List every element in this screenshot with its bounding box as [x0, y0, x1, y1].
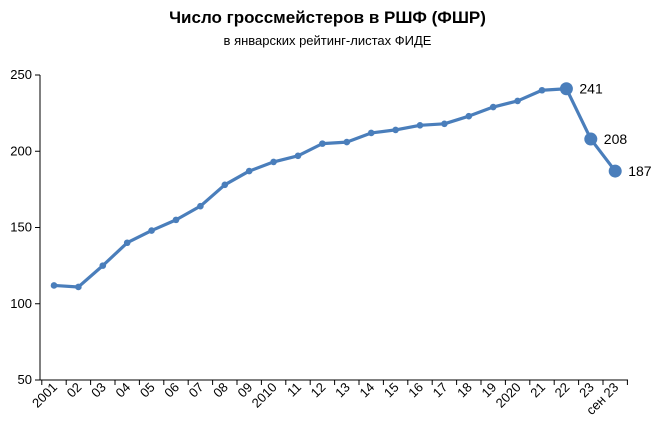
data-point — [367, 129, 375, 137]
x-tick-label: 22 — [552, 380, 573, 401]
x-tick-label: 12 — [308, 380, 329, 401]
data-point — [416, 122, 424, 129]
y-tick-label: 250 — [10, 67, 32, 82]
y-tick-label: 200 — [10, 143, 32, 158]
data-point — [221, 181, 229, 189]
x-tick-label: 17 — [430, 380, 451, 401]
data-point — [172, 216, 180, 224]
data-point — [489, 103, 497, 111]
data-point — [559, 82, 573, 96]
data-label: 187 — [628, 163, 652, 179]
data-point — [245, 167, 253, 175]
y-tick-label: 100 — [10, 296, 32, 311]
data-point — [538, 86, 546, 94]
data-point — [50, 282, 58, 289]
x-tick-label: 07 — [186, 380, 207, 401]
data-point — [75, 283, 82, 291]
x-tick-label: 18 — [454, 380, 475, 401]
data-point — [608, 164, 622, 178]
data-point — [99, 262, 107, 269]
x-tick-label: 08 — [210, 380, 231, 401]
data-point — [584, 132, 598, 146]
x-tick-label: 11 — [284, 380, 304, 400]
chart-subtitle: в январских рейтинг-листах ФИДЕ — [223, 33, 432, 48]
x-tick-label: 14 — [356, 380, 377, 401]
data-point — [148, 227, 155, 234]
series-line — [52, 87, 617, 289]
x-tick-label: 05 — [137, 380, 158, 401]
x-tick-label: 16 — [405, 380, 426, 401]
x-tick-label: 2020 — [493, 380, 524, 411]
data-point — [465, 112, 473, 120]
x-tick-label: 2010 — [249, 380, 280, 411]
y-tick-label: 50 — [18, 372, 32, 387]
data-label: 241 — [579, 81, 603, 97]
x-tick-label: 03 — [88, 380, 109, 401]
data-point — [514, 97, 521, 105]
data-point — [441, 120, 448, 128]
data-label: 208 — [604, 131, 628, 147]
data-point — [270, 158, 277, 166]
data-point — [343, 138, 351, 146]
data-point — [294, 152, 302, 160]
x-tick-label: 13 — [332, 380, 353, 401]
data-point — [319, 140, 326, 147]
chart-title: Число гроссмейстеров в РШФ (ФШР) — [169, 8, 486, 27]
x-tick-label: 21 — [527, 380, 548, 401]
x-tick-label: 06 — [161, 380, 182, 401]
x-tick-label: 04 — [112, 380, 133, 401]
data-point — [197, 202, 204, 210]
data-point — [392, 126, 399, 134]
y-tick-label: 150 — [10, 220, 32, 235]
x-tick-label: 2001 — [29, 380, 60, 411]
x-tick-label: 15 — [381, 380, 402, 401]
data-point — [123, 239, 131, 247]
x-tick-label: 02 — [64, 380, 85, 401]
